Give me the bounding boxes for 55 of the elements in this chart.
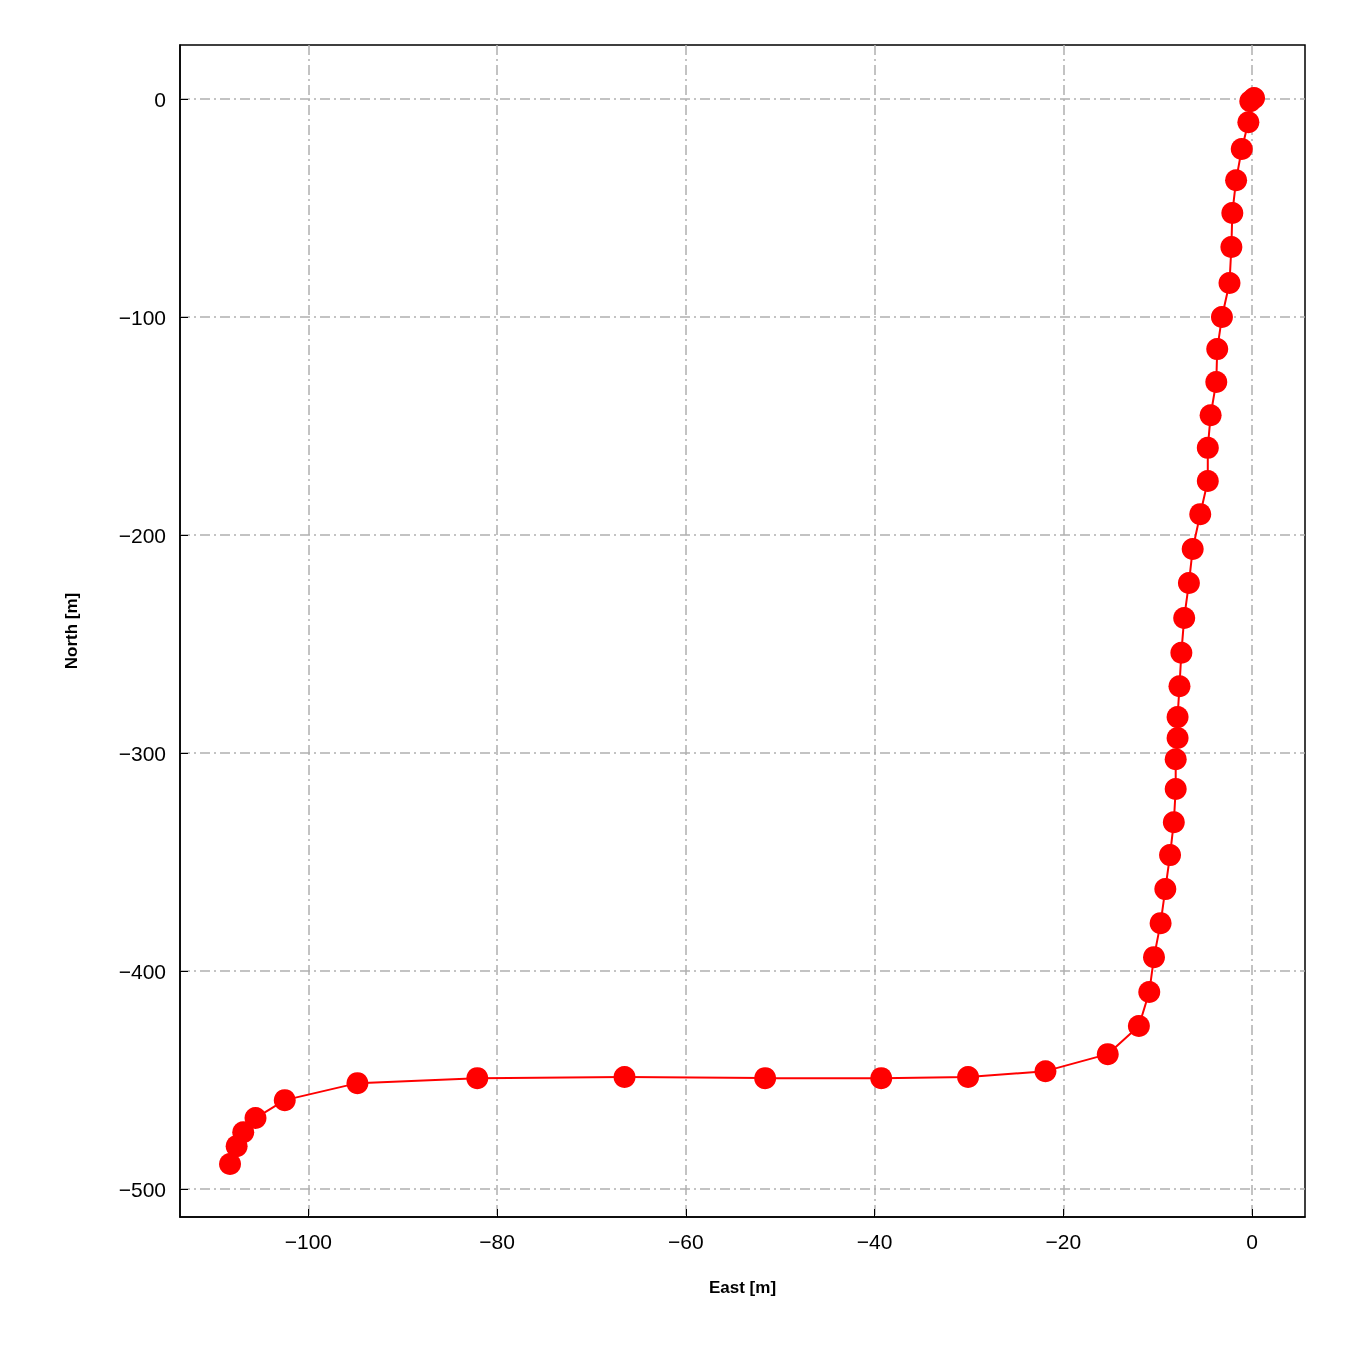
x-tick-label: −80 bbox=[479, 1230, 515, 1253]
point bbox=[1220, 236, 1243, 259]
point bbox=[1177, 572, 1200, 595]
y-axis-title: North [m] bbox=[62, 592, 81, 670]
point bbox=[1138, 981, 1161, 1004]
point bbox=[754, 1067, 777, 1090]
y-tick-label: −200 bbox=[118, 523, 166, 547]
point bbox=[1218, 272, 1241, 295]
point bbox=[1205, 371, 1228, 394]
point bbox=[1164, 778, 1187, 801]
point bbox=[244, 1107, 267, 1130]
y-tick-label: −100 bbox=[118, 305, 166, 329]
point bbox=[1196, 436, 1219, 459]
point bbox=[1034, 1060, 1057, 1083]
point bbox=[613, 1066, 636, 1089]
point bbox=[1210, 306, 1233, 329]
y-tick-label: −500 bbox=[118, 1177, 166, 1201]
point bbox=[1173, 606, 1196, 629]
x-tick-label: −40 bbox=[856, 1230, 893, 1253]
point bbox=[1166, 727, 1189, 750]
point bbox=[1189, 503, 1212, 526]
point bbox=[1164, 748, 1187, 771]
point bbox=[1143, 946, 1165, 969]
x-tick-label: −20 bbox=[1045, 1230, 1082, 1253]
point bbox=[1168, 675, 1191, 698]
point bbox=[1206, 338, 1229, 361]
point bbox=[1166, 706, 1189, 729]
point bbox=[1149, 912, 1172, 935]
point bbox=[1162, 811, 1185, 834]
point bbox=[1196, 470, 1219, 493]
point bbox=[1159, 844, 1182, 867]
point bbox=[466, 1067, 489, 1090]
point bbox=[1230, 137, 1253, 160]
x-axis-title: East [m] bbox=[708, 1278, 777, 1297]
point bbox=[1170, 641, 1193, 664]
x-tick-label: 0 bbox=[1246, 1230, 1258, 1253]
point bbox=[1181, 538, 1204, 561]
point bbox=[219, 1153, 242, 1176]
point bbox=[346, 1072, 369, 1095]
point bbox=[870, 1067, 893, 1090]
point bbox=[273, 1089, 296, 1112]
point bbox=[1221, 202, 1244, 225]
point bbox=[1237, 111, 1260, 134]
point bbox=[1127, 1015, 1150, 1038]
y-tick-label: −300 bbox=[118, 741, 166, 765]
point bbox=[1199, 404, 1222, 427]
point bbox=[1096, 1043, 1119, 1066]
point bbox=[1225, 169, 1248, 192]
x-tick-label: −100 bbox=[284, 1230, 333, 1253]
point bbox=[957, 1066, 980, 1089]
point bbox=[1154, 878, 1177, 901]
point bbox=[225, 1135, 248, 1158]
y-tick-label: −400 bbox=[118, 959, 166, 983]
x-tick-label: −60 bbox=[668, 1230, 704, 1253]
y-tick-label: 0 bbox=[154, 87, 166, 111]
